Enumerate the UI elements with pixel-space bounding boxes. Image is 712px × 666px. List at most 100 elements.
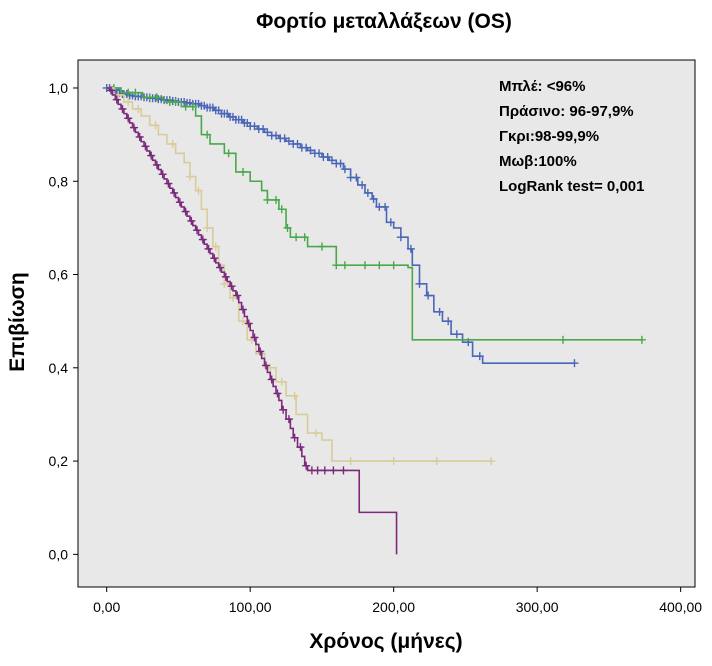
censor-mark [221, 272, 230, 281]
censor-mark [435, 307, 444, 316]
x-tick-label: 400,00 [659, 599, 702, 615]
censor-mark [227, 282, 236, 291]
censor-mark [323, 153, 332, 162]
censor-mark [277, 205, 286, 214]
censor-mark [317, 242, 326, 251]
censor-mark [239, 317, 248, 326]
censor-mark [203, 223, 212, 232]
censor-mark [151, 121, 160, 130]
censor-mark [284, 137, 293, 146]
censor-mark [211, 242, 220, 251]
legend-logrank: LogRank test= 0,001 [499, 178, 644, 195]
censor-mark [296, 443, 305, 452]
censor-mark [198, 235, 207, 244]
censor-mark [135, 132, 144, 141]
censor-mark [558, 335, 567, 344]
y-axis: 0,0 0,2 0,4 0,6 0,8 1,0 [49, 80, 78, 562]
censor-mark [302, 461, 311, 470]
censor-mark [147, 151, 156, 160]
censor-mark [487, 457, 496, 466]
censor-mark [158, 170, 167, 179]
censor-mark [233, 291, 242, 300]
censor-mark [386, 218, 395, 227]
x-axis: 0,00 100,00 200,00 300,00 400,00 [93, 587, 702, 615]
censor-mark [346, 457, 355, 466]
censor-mark [424, 291, 433, 300]
km-series [106, 86, 398, 555]
censor-mark [272, 131, 281, 140]
censor-mark [300, 233, 309, 242]
censor-mark [124, 114, 133, 123]
censor-mark [250, 122, 259, 131]
km-series [106, 83, 646, 344]
legend: Μπλέ: <96% Πράσινο: 96-97,9% Γκρι:98-99,… [499, 78, 644, 195]
censor-mark [396, 233, 405, 242]
censor-mark [267, 375, 276, 384]
y-tick-label: 0,0 [49, 546, 69, 562]
x-axis-label: Χρόνος (μήνες) [309, 630, 462, 653]
x-tick-label: 0,00 [93, 599, 120, 615]
censor-mark [570, 359, 579, 368]
censor-mark [175, 198, 184, 207]
series-layer [102, 83, 646, 555]
censor-mark [131, 88, 140, 97]
censor-mark [284, 415, 293, 424]
censor-mark [181, 102, 190, 111]
censor-mark [216, 263, 225, 272]
y-tick-label: 0,6 [49, 267, 69, 283]
censor-mark [263, 195, 272, 204]
censor-mark [204, 244, 213, 253]
censor-mark [129, 123, 138, 132]
legend-line-purple: Μωβ:100% [499, 153, 577, 170]
censor-mark [112, 95, 121, 104]
legend-line-gray: Γκρι:98-99,9% [499, 128, 599, 145]
censor-mark [259, 125, 268, 134]
censor-mark [141, 142, 150, 151]
censor-mark [203, 130, 212, 139]
y-tick-label: 0,8 [49, 173, 69, 189]
censor-mark [185, 172, 194, 181]
x-tick-label: 100,00 [229, 599, 272, 615]
censor-mark [290, 391, 299, 400]
censor-mark [181, 207, 190, 216]
censor-mark [406, 244, 415, 253]
censor-mark [118, 104, 127, 113]
censor-mark [290, 433, 299, 442]
y-tick-label: 1,0 [49, 80, 69, 96]
censor-mark [168, 139, 177, 148]
censor-mark [188, 102, 197, 111]
censor-mark [302, 143, 311, 152]
censor-mark [134, 104, 143, 113]
censor-mark [313, 466, 322, 475]
censor-mark [444, 317, 453, 326]
censor-mark [340, 261, 349, 270]
censor-mark [336, 159, 345, 168]
censor-mark [339, 466, 348, 475]
chart-title: Φορτίο μεταλλάξεων (OS) [256, 10, 512, 33]
censor-mark [306, 146, 315, 155]
censor-mark [332, 261, 341, 270]
censor-mark [187, 216, 196, 225]
km-step-line [106, 87, 492, 462]
censor-mark [272, 195, 281, 204]
legend-line-green: Πράσινο: 96-97,9% [499, 103, 634, 120]
censor-mark [124, 88, 133, 97]
censor-mark [279, 405, 288, 414]
censor-mark [352, 173, 361, 182]
censor-mark [152, 160, 161, 169]
censor-mark [239, 305, 248, 314]
y-axis-label: Επιβίωση [6, 272, 29, 372]
x-tick-label: 300,00 [516, 599, 559, 615]
censor-mark [358, 180, 367, 189]
censor-mark [292, 233, 301, 242]
censor-mark [293, 139, 302, 148]
censor-mark [312, 429, 321, 438]
censor-mark [250, 333, 259, 342]
censor-mark [256, 347, 265, 356]
censor-mark [360, 261, 369, 270]
censor-mark [432, 457, 441, 466]
censor-mark [415, 279, 424, 288]
censor-mark [320, 466, 329, 475]
